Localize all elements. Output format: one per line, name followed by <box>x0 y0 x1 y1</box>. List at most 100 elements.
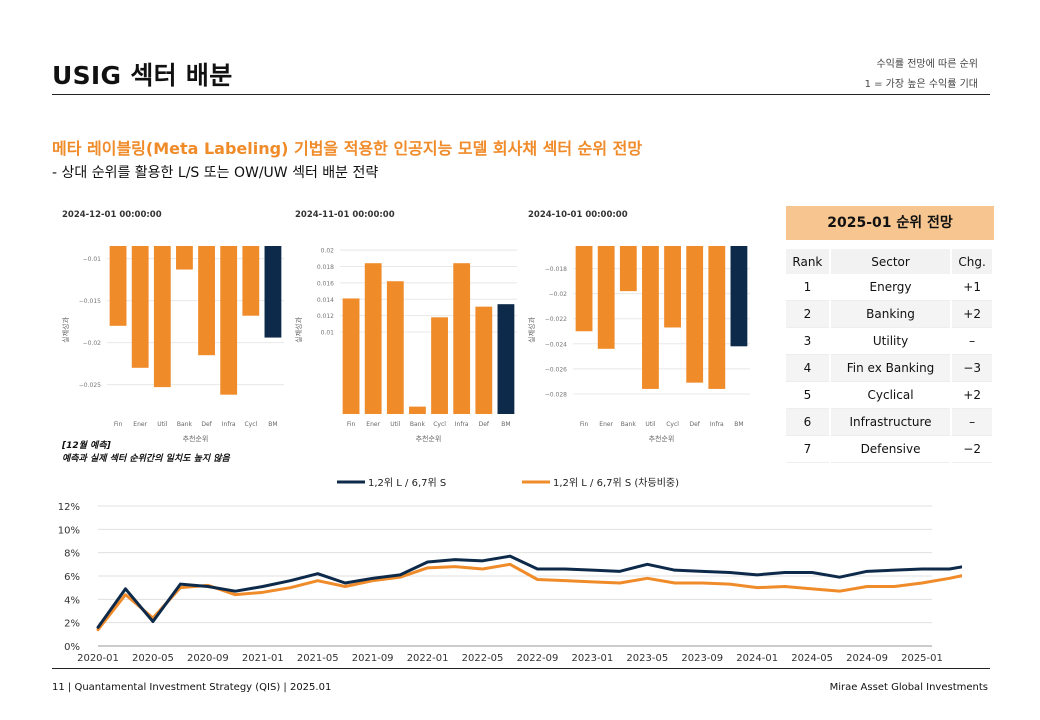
bar-def <box>198 246 215 355</box>
bar-def <box>475 307 492 414</box>
sector-cell: Defensive <box>830 436 952 463</box>
change-cell: +2 <box>951 382 993 409</box>
x-tick-label: 2021-09 <box>352 653 394 664</box>
y-axis-label: 실제성과 <box>527 317 536 343</box>
footer-page-info: 11 | Quantamental Investment Strategy (Q… <box>52 682 331 693</box>
bar-infra <box>708 246 725 389</box>
sector-cell: Energy <box>830 274 952 301</box>
bar-chart-2024-12: 2024-12-01 00:00:00 −0.025 −0.02 −0.015 −0.0… <box>52 200 287 445</box>
bar-bank <box>176 246 193 270</box>
ranking-header-row: Rank Sector Chg. <box>786 249 993 274</box>
y-tick-label: −0.024 <box>545 341 567 348</box>
forecast-note-title: [12월 예측] <box>62 440 230 453</box>
y-tick-label: 0% <box>64 642 80 653</box>
y-tick-label: −0.026 <box>545 366 567 373</box>
column-sector: Sector <box>830 249 952 274</box>
x-tick-label: Util <box>157 421 167 428</box>
x-axis-label: 추천순위 <box>416 434 442 443</box>
x-tick-label: Bank <box>177 421 193 428</box>
bar-bm <box>731 246 748 346</box>
y-tick-label: 6% <box>64 572 80 583</box>
legend-label: 1,2위 L / 6,7위 S (차등비중) <box>553 476 679 489</box>
x-tick-label: 2020-01 <box>77 653 119 664</box>
x-tick-label: 2024-01 <box>736 653 778 664</box>
title-divider <box>52 94 990 95</box>
rank-note: 수익률 전망에 따른 순위 <box>876 55 978 70</box>
x-tick-label: 2023-05 <box>626 653 668 664</box>
y-tick-label: 0.016 <box>317 280 334 287</box>
y-tick-label: −0.015 <box>79 298 101 305</box>
table-row: 3 Utility – <box>786 328 993 355</box>
y-tick-label: 8% <box>64 549 80 560</box>
x-tick-label: 2024-05 <box>791 653 833 664</box>
bar-ener <box>365 263 382 414</box>
rank-cell: 4 <box>786 355 830 382</box>
x-tick-label: Fin <box>580 421 589 428</box>
column-rank: Rank <box>786 249 830 274</box>
x-tick-label: BM <box>268 421 277 428</box>
y-axis-label: 실제성과 <box>294 317 303 343</box>
footer-divider <box>52 668 990 669</box>
x-tick-label: 2022-05 <box>462 653 504 664</box>
x-tick-label: Def <box>479 421 490 428</box>
x-tick-label: 2023-09 <box>681 653 723 664</box>
x-tick-label: 2022-01 <box>407 653 449 664</box>
x-tick-label: BM <box>734 421 743 428</box>
x-tick-label: Infra <box>455 421 469 428</box>
sector-cell: Banking <box>830 301 952 328</box>
sector-cell: Utility <box>830 328 952 355</box>
x-tick-label: 2021-01 <box>242 653 284 664</box>
chart-date-title: 2024-10-01 00:00:00 <box>528 210 628 220</box>
y-tick-label: −0.02 <box>83 340 102 347</box>
y-tick-label: 12% <box>58 502 80 513</box>
x-tick-label: 2022-09 <box>517 653 559 664</box>
x-tick-label: 2020-09 <box>187 653 229 664</box>
y-tick-label: 2% <box>64 619 80 630</box>
bar-ener <box>598 246 615 349</box>
x-tick-label: 2024-09 <box>846 653 888 664</box>
y-tick-label: 4% <box>64 595 80 606</box>
bar-cycl <box>431 317 448 414</box>
x-tick-label: Infra <box>710 421 724 428</box>
table-row: 5 Cyclical +2 <box>786 382 993 409</box>
bar-chart-2024-11: 2024-11-01 00:00:00 0.01 0.012 0.014 0.016 0.… <box>285 200 520 445</box>
change-cell: +2 <box>951 301 993 328</box>
bar-bm <box>498 304 515 414</box>
ranking-panel: 2025-01 순위 전망 Rank Sector Chg. 1 Energy +1… <box>786 206 994 463</box>
change-cell: −3 <box>951 355 993 382</box>
y-tick-label: 0.014 <box>317 297 334 304</box>
x-tick-label: Ener <box>599 421 613 428</box>
rank-cell: 7 <box>786 436 830 463</box>
x-tick-label: 2021-05 <box>297 653 339 664</box>
chart-date-title: 2024-11-01 00:00:00 <box>295 210 395 220</box>
bar-util <box>154 246 171 387</box>
bar-def <box>686 246 703 383</box>
x-tick-label: Util <box>390 421 400 428</box>
change-cell: +1 <box>951 274 993 301</box>
bar-bank <box>409 407 426 414</box>
table-row: 2 Banking +2 <box>786 301 993 328</box>
bar-fin <box>343 298 360 414</box>
x-axis-label: 추천순위 <box>649 434 675 443</box>
y-tick-label: −0.01 <box>83 256 102 263</box>
series-line-equal-weight <box>98 528 962 627</box>
x-tick-label: Fin <box>114 421 123 428</box>
y-tick-label: −0.028 <box>545 391 567 398</box>
series-line-differential-weight <box>98 534 962 630</box>
cumulative-return-line-chart: 0% 2% 4% 6% 8% 10% 12% 2020-01 2020-05 2020-09 202… <box>52 470 962 666</box>
page-title: USIG 섹터 배분 <box>52 56 233 92</box>
y-tick-label: 0.01 <box>321 330 335 337</box>
ranking-header: 2025-01 순위 전망 <box>786 206 994 240</box>
rank-cell: 1 <box>786 274 830 301</box>
bar-fin <box>110 246 127 326</box>
x-tick-label: Infra <box>222 421 236 428</box>
rank-cell: 5 <box>786 382 830 409</box>
table-row: 1 Energy +1 <box>786 274 993 301</box>
x-tick-label: Fin <box>347 421 356 428</box>
change-cell: −2 <box>951 436 993 463</box>
y-tick-label: −0.022 <box>545 316 567 323</box>
forecast-note-text: 예측과 실제 섹터 순위간의 일치도 높지 않음 <box>62 453 230 466</box>
y-axis-label: 실제성과 <box>61 317 70 343</box>
x-tick-label: 2025-01 <box>901 653 943 664</box>
